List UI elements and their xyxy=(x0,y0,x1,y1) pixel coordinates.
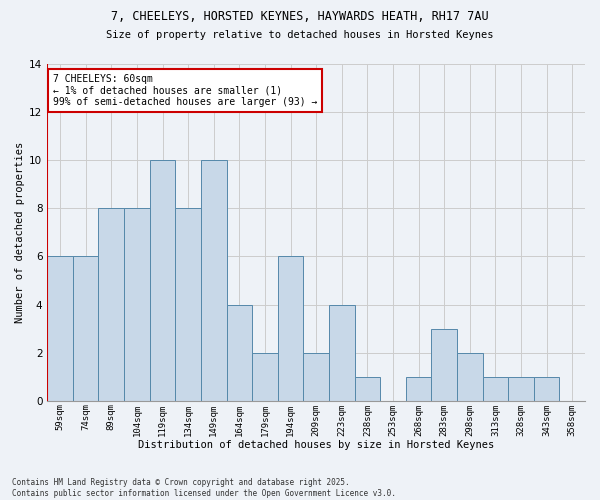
Bar xyxy=(150,160,175,401)
Bar xyxy=(252,352,278,401)
Bar xyxy=(47,256,73,401)
Bar xyxy=(227,304,252,401)
Bar xyxy=(431,328,457,401)
Text: Size of property relative to detached houses in Horsted Keynes: Size of property relative to detached ho… xyxy=(106,30,494,40)
Bar xyxy=(98,208,124,401)
Text: Contains HM Land Registry data © Crown copyright and database right 2025.
Contai: Contains HM Land Registry data © Crown c… xyxy=(12,478,396,498)
Text: 7, CHEELEYS, HORSTED KEYNES, HAYWARDS HEATH, RH17 7AU: 7, CHEELEYS, HORSTED KEYNES, HAYWARDS HE… xyxy=(111,10,489,23)
Bar xyxy=(73,256,98,401)
Bar xyxy=(355,376,380,401)
X-axis label: Distribution of detached houses by size in Horsted Keynes: Distribution of detached houses by size … xyxy=(138,440,494,450)
Bar xyxy=(278,256,304,401)
Bar xyxy=(534,376,559,401)
Bar xyxy=(175,208,201,401)
Bar xyxy=(201,160,227,401)
Text: 7 CHEELEYS: 60sqm
← 1% of detached houses are smaller (1)
99% of semi-detached h: 7 CHEELEYS: 60sqm ← 1% of detached house… xyxy=(53,74,317,108)
Bar xyxy=(124,208,150,401)
Bar xyxy=(304,352,329,401)
Bar xyxy=(457,352,482,401)
Bar xyxy=(482,376,508,401)
Y-axis label: Number of detached properties: Number of detached properties xyxy=(15,142,25,323)
Bar xyxy=(406,376,431,401)
Bar xyxy=(329,304,355,401)
Bar xyxy=(508,376,534,401)
